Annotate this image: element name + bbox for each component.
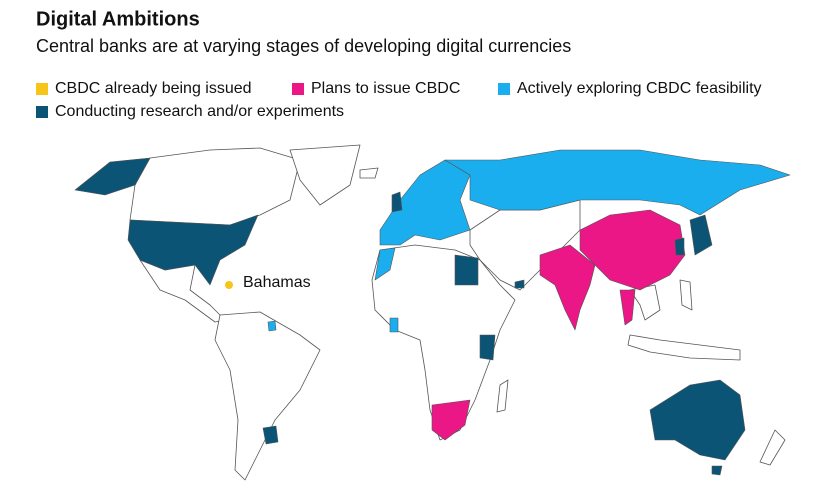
australia [649, 379, 746, 461]
japan [689, 214, 713, 256]
morocco [374, 247, 396, 281]
new-zealand [759, 429, 786, 466]
legend-swatch [36, 83, 48, 95]
legend-swatch [36, 106, 48, 118]
india [539, 244, 596, 331]
egypt [454, 254, 479, 286]
europe [379, 159, 471, 246]
united-states [127, 214, 259, 286]
bahamas-marker [225, 281, 233, 289]
legend: CBDC already being issued Plans to issue … [36, 80, 762, 120]
uruguay [262, 425, 279, 445]
china [579, 209, 686, 291]
annotation: Bahamas [243, 274, 311, 291]
title: Digital Ambitions [36, 8, 200, 30]
alaska [74, 157, 151, 196]
korea [674, 237, 685, 256]
iceland [359, 167, 379, 179]
legend-swatch [498, 83, 510, 95]
philippines [679, 279, 693, 311]
kenya [479, 334, 496, 361]
south-africa [431, 399, 471, 441]
ghana [389, 317, 399, 333]
madagascar [496, 379, 509, 413]
southeast-asia [629, 284, 661, 321]
legend-swatch [292, 83, 304, 95]
indonesia [627, 334, 741, 361]
tasmania [711, 465, 723, 476]
united-kingdom [391, 191, 403, 213]
legend-label: Conducting research and/or experiments [55, 103, 344, 120]
russia [444, 149, 791, 216]
legend-label: Actively exploring CBDC feasibility [517, 80, 762, 97]
world-map: Bahamas [74, 144, 791, 481]
legend-label: CBDC already being issued [55, 80, 252, 97]
canada [129, 147, 301, 226]
legend-label: Plans to issue CBDC [311, 80, 460, 97]
uae [514, 279, 525, 289]
thailand [619, 289, 636, 326]
greenland [289, 144, 361, 206]
subtitle: Central banks are at varying stages of d… [36, 36, 571, 56]
guiana [267, 320, 277, 332]
south-america [214, 311, 321, 481]
